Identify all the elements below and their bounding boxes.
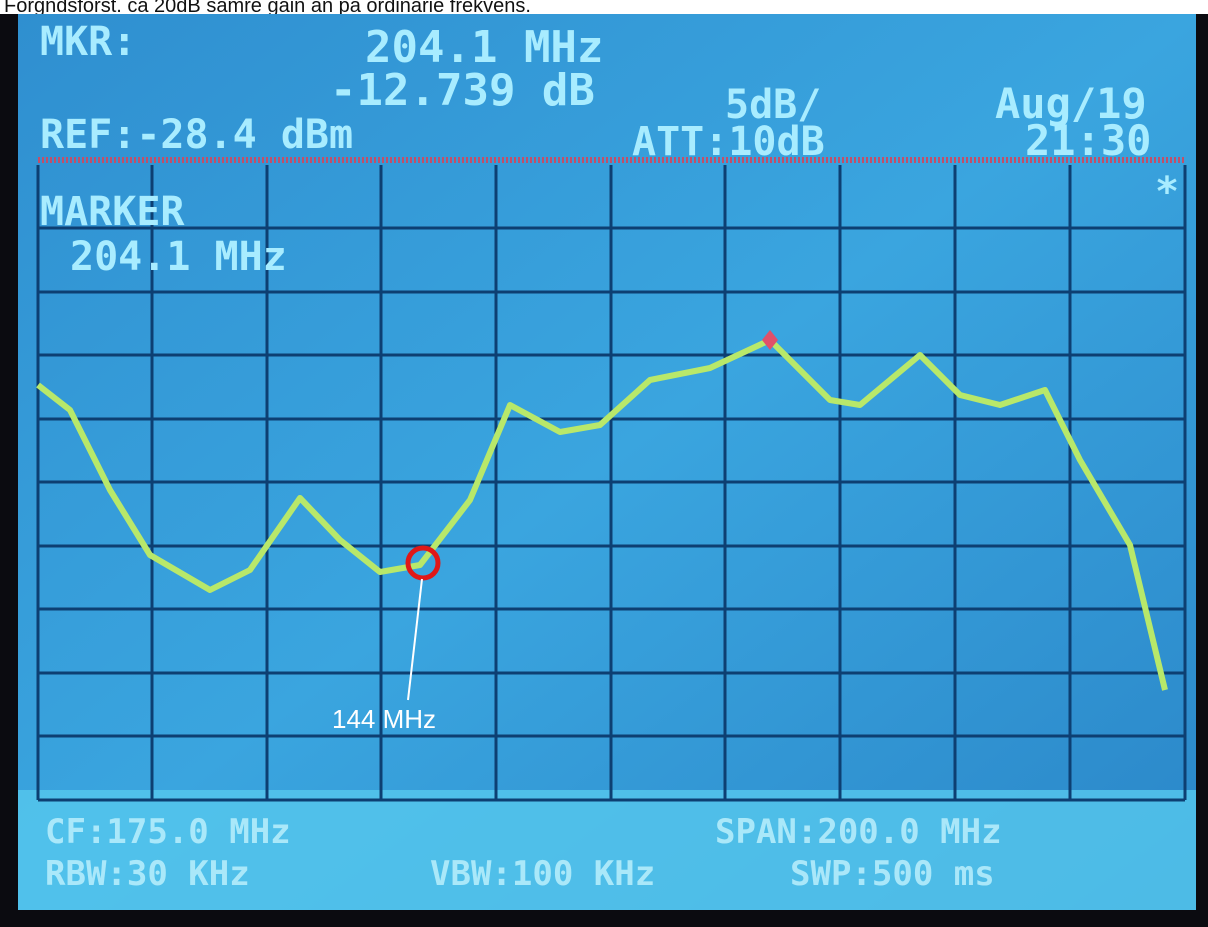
marker-title: MARKER	[40, 189, 185, 235]
ref-level: REF:-28.4 dBm	[40, 112, 353, 158]
sweep: SWP:500 ms	[790, 854, 995, 894]
page: Förgndsförst. ca 20dB sämre gain än på o…	[0, 0, 1208, 927]
annotation: 144 MHz	[332, 704, 436, 734]
star: *	[1155, 169, 1179, 215]
photo: Förgndsförst. ca 20dB sämre gain än på o…	[0, 0, 1208, 927]
vbw: VBW:100 KHz	[430, 854, 655, 894]
time: 21:30	[1025, 116, 1151, 165]
mkr-label: MKR:	[40, 19, 136, 65]
attenuation: ATT:10dB	[632, 119, 825, 165]
center-freq: CF:175.0 MHz	[45, 812, 291, 852]
span: SPAN:200.0 MHz	[715, 812, 1002, 852]
mkr-level: -12.739 dB	[330, 65, 595, 116]
rbw: RBW:30 KHz	[45, 854, 250, 894]
marker-freq: 204.1 MHz	[70, 234, 287, 280]
